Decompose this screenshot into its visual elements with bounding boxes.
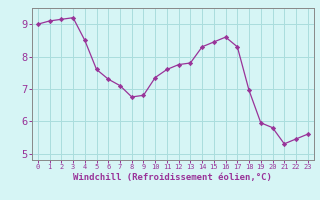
X-axis label: Windchill (Refroidissement éolien,°C): Windchill (Refroidissement éolien,°C) xyxy=(73,173,272,182)
